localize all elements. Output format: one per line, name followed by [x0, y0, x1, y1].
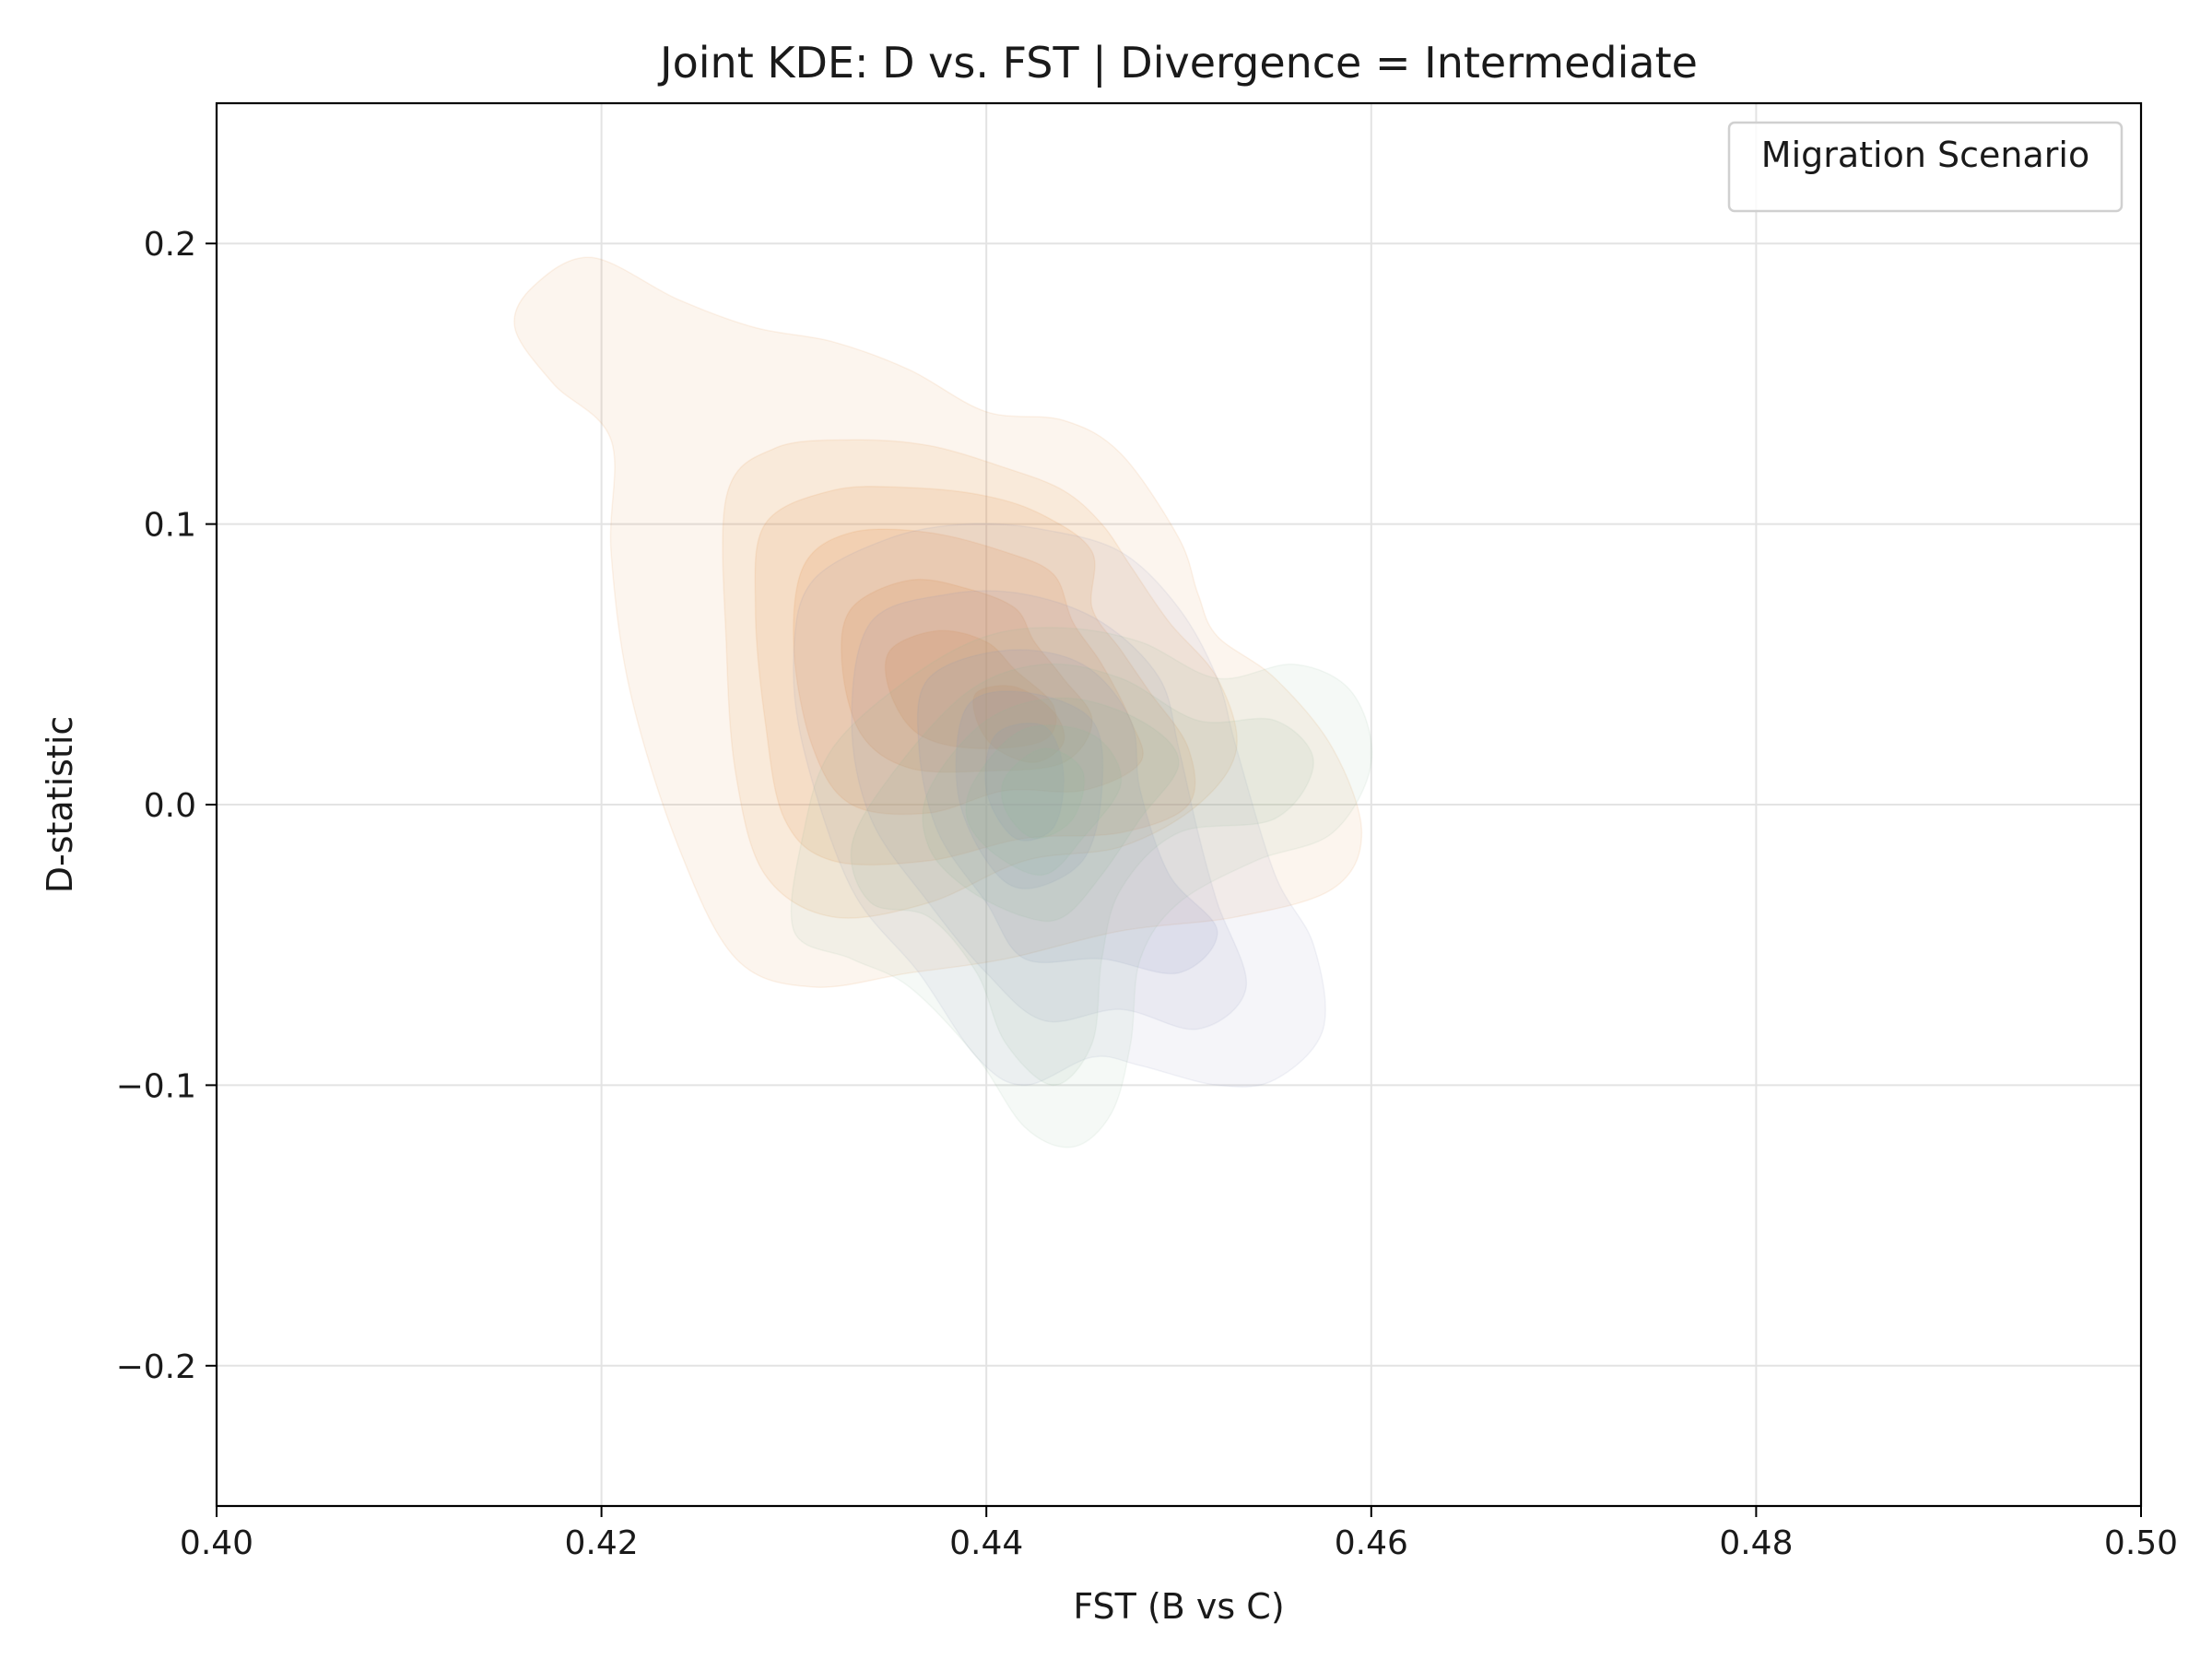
- x-tick-label-1: 0.42: [565, 1524, 639, 1562]
- x-axis-label: FST (B vs C): [1073, 1586, 1284, 1627]
- legend-box: [1727, 121, 2124, 213]
- kde-contour-0-2: [754, 485, 1196, 866]
- grid-layer: [216, 103, 2142, 1506]
- tick-layer: 0.40 0.42 0.44 0.46 0.48 0.50 −0.2 −0.1 0.0 0.1 0.…: [116, 226, 2179, 1562]
- kde-contour-0-4: [841, 578, 1093, 773]
- x-tick-label-2: 0.44: [949, 1524, 1023, 1562]
- kde-contour-2-2: [922, 697, 1180, 923]
- kde-contour-1-3: [955, 690, 1104, 890]
- kde-contour-2-4: [1000, 747, 1086, 840]
- kde-contour-0-3: [793, 528, 1144, 816]
- y-axis-label: D-statistic: [40, 716, 80, 894]
- kde-contour-1-2: [916, 649, 1218, 975]
- y-tick-label-1: −0.1: [116, 1067, 196, 1105]
- kde-series-2: [790, 627, 1373, 1148]
- kde-contour-0-6: [972, 685, 1065, 764]
- y-tick-label-3: 0.1: [144, 507, 196, 545]
- legend: Migration Scenario: [1727, 121, 2124, 213]
- kde-contour-0-5: [884, 629, 1057, 750]
- kde-series-1: [793, 523, 1326, 1088]
- x-tick-label-5: 0.50: [2104, 1524, 2178, 1562]
- y-tick-label-2: 0.0: [144, 787, 196, 825]
- x-tick-label-3: 0.46: [1335, 1524, 1408, 1562]
- kde-contour-2-3: [965, 724, 1123, 877]
- y-tick-label-4: 0.2: [144, 226, 196, 264]
- kde-contour-1-0: [793, 523, 1326, 1088]
- kde-contour-0-0: [513, 256, 1363, 988]
- x-tick-label-0: 0.40: [180, 1524, 253, 1562]
- x-tick-label-4: 0.48: [1719, 1524, 1793, 1562]
- kde-contour-0-1: [722, 439, 1238, 919]
- kde-contour-2-0: [790, 627, 1373, 1148]
- kde-contour-1-1: [851, 590, 1248, 1030]
- chart-title: Joint KDE: D vs. FST | Divergence = Inte…: [657, 38, 1698, 88]
- contour-layer: [513, 256, 1373, 1148]
- y-tick-label-0: −0.2: [116, 1348, 196, 1386]
- kde-contour-2-1: [850, 663, 1314, 1087]
- legend-title: Migration Scenario: [1761, 135, 2089, 175]
- kde-contour-1-4: [984, 722, 1065, 841]
- kde-series-0: [513, 256, 1363, 988]
